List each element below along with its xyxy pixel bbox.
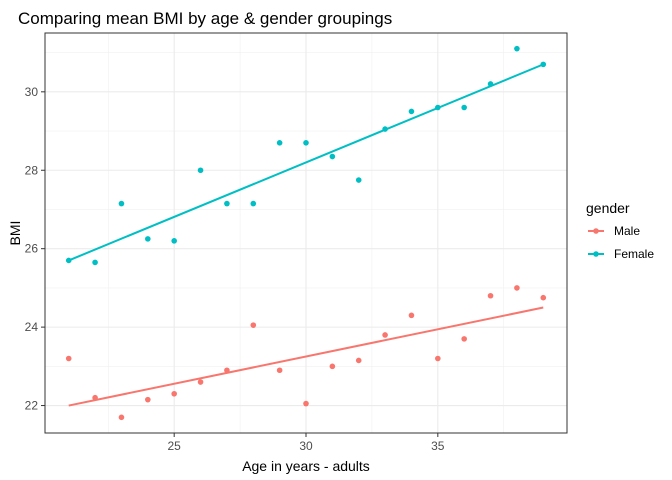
data-point-male [408, 312, 415, 319]
y-tick-label: 26 [25, 242, 39, 256]
data-point-male [514, 285, 520, 291]
data-point-female [487, 81, 494, 87]
fit-line-female [68, 63, 544, 262]
data-point-female [514, 45, 520, 52]
chart-title: Comparing mean BMI by age & gender group… [18, 9, 392, 28]
x-axis-title: Age in years - adults [242, 458, 370, 474]
data-point-male [487, 292, 494, 299]
data-point-female [329, 153, 336, 160]
x-tick-label: 25 [168, 439, 182, 453]
fit-line-male [68, 306, 544, 407]
legend-key-point-female [593, 251, 599, 257]
y-tick-label: 28 [25, 163, 39, 177]
data-point-male [224, 367, 230, 374]
data-point-female [355, 177, 362, 183]
y-tick-label: 24 [25, 320, 39, 334]
data-point-male [276, 367, 283, 374]
data-point-male [435, 355, 441, 362]
fit-lines [68, 63, 544, 407]
x-tick-label: 35 [431, 439, 445, 453]
data-point-male [145, 396, 151, 403]
data-point-female [382, 126, 388, 132]
y-tick-label: 22 [25, 399, 39, 413]
data-point-female [303, 140, 309, 146]
data-point-female [461, 104, 467, 111]
data-point-male [540, 294, 547, 301]
data-point-male [329, 363, 336, 370]
data-point-male [382, 332, 388, 338]
plot-grid [45, 33, 567, 433]
y-axis-title: BMI [7, 221, 23, 246]
y-tick-label: 30 [25, 85, 39, 99]
data-point-female [65, 257, 72, 264]
data-point-male [355, 357, 362, 364]
data-point-female [118, 200, 125, 207]
data-point-male [250, 322, 257, 328]
data-point-male [65, 355, 72, 362]
data-point-male [197, 379, 204, 385]
data-point-female [171, 238, 177, 244]
data-point-female [224, 200, 230, 207]
data-point-male [461, 336, 467, 342]
data-points [65, 45, 547, 421]
legend-label-female: Female [614, 247, 654, 261]
data-point-female [408, 108, 415, 115]
axis-ticks: 25 30 35 22 24 26 28 30 [25, 85, 445, 453]
data-point-male [171, 390, 177, 397]
data-point-male [303, 400, 309, 407]
legend-title: gender [586, 200, 630, 216]
data-point-male [118, 414, 125, 421]
data-point-female [250, 200, 257, 207]
data-point-female [435, 104, 441, 111]
data-point-female [276, 140, 283, 146]
legend-label-male: Male [614, 224, 640, 238]
data-point-female [92, 259, 98, 266]
legend-key-point-male [593, 228, 599, 234]
data-point-female [540, 61, 547, 68]
legend: gender Male Female [586, 200, 654, 261]
x-tick-label: 30 [299, 439, 313, 453]
data-point-female [145, 236, 151, 242]
data-point-female [197, 167, 204, 174]
data-point-male [92, 394, 98, 401]
